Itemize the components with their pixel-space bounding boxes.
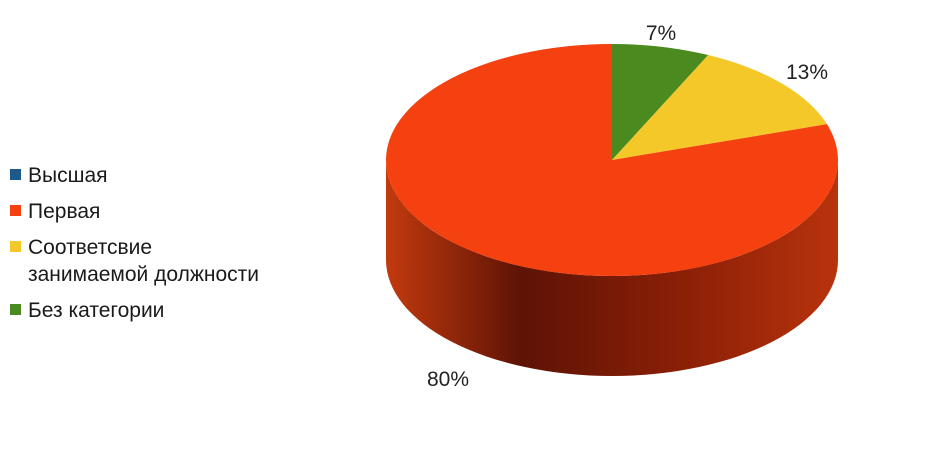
slice-bez-kategorii [612,44,709,160]
pie-top [386,44,838,276]
legend-label: Первая [28,200,101,223]
legend-swatch [10,304,21,315]
legend-label: Без категории [28,299,165,322]
slice-pervaya [386,44,838,276]
data-label-pervaya: 80% [427,368,469,391]
pie-side [386,160,838,376]
legend-item-vysshaya: Высшая [10,162,340,189]
data-label-sootvetstvie: 13% [786,61,828,84]
legend-item-pervaya: Первая [10,198,340,225]
pie-labels: 80% 13% 7% [427,22,828,391]
legend-label: Соответсвие занимаемой должности [28,236,260,286]
legend-label: Высшая [28,164,108,187]
legend-swatch [10,241,21,252]
legend-item-sootvetstvie: Соответсвие занимаемой должности [10,234,340,288]
legend-item-bez-kategorii: Без категории [10,297,340,324]
slice-sootvetstvie [612,55,827,160]
legend: Высшая Первая Соответсвие занимаемой дол… [10,162,340,333]
pie-side-wall [386,160,838,376]
legend-swatch [10,169,21,180]
data-label-bez-kategorii: 7% [646,22,676,45]
legend-swatch [10,205,21,216]
